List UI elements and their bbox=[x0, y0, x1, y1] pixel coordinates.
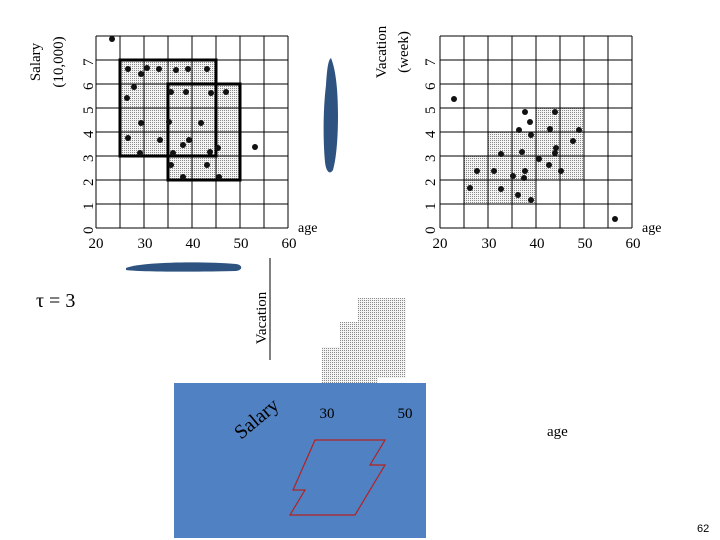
vacation-axis-unit: (week) bbox=[396, 31, 412, 73]
vacation-3d-label: Vacation bbox=[254, 291, 270, 344]
salary-x-ticks: 20 30 40 50 60 bbox=[89, 236, 297, 252]
vacation-y-tick: 0 bbox=[423, 227, 439, 235]
salary-y-tick: 5 bbox=[81, 107, 97, 115]
vacation-y-tick: 2 bbox=[423, 179, 439, 187]
subspace-3d-sketch: Vacation Salary 30 50 age bbox=[174, 258, 568, 538]
salary-x-tick: 60 bbox=[282, 236, 297, 252]
vacation-y-tick: 5 bbox=[423, 107, 439, 115]
salary-x-tick: 50 bbox=[234, 236, 249, 252]
salary-dense-units bbox=[120, 60, 240, 180]
tick-30: 30 bbox=[320, 406, 335, 422]
salary-y-tick: 0 bbox=[81, 227, 97, 235]
vacation-y-tick: 6 bbox=[423, 82, 439, 90]
salary-x-tick: 20 bbox=[89, 236, 104, 252]
tau-label: τ = 3 bbox=[36, 290, 75, 312]
vacation-x-tick: 60 bbox=[626, 236, 641, 252]
salary-age-plot: 0 1 2 3 4 5 6 7 Salary (10,000) 20 30 40… bbox=[28, 35, 338, 272]
age-projection-blob bbox=[126, 262, 242, 272]
vacation-y-tick: 7 bbox=[423, 58, 439, 66]
salary-plane bbox=[174, 383, 426, 538]
salary-y-tick: 1 bbox=[81, 203, 97, 211]
vacation-x-tick: 20 bbox=[433, 236, 448, 252]
vacation-y-tick: 4 bbox=[423, 130, 439, 138]
salary-y-ticks: 0 1 2 3 4 5 6 7 bbox=[81, 58, 97, 234]
salary-y-tick: 2 bbox=[81, 179, 97, 187]
salary-projection-blob bbox=[323, 58, 338, 173]
age-3d-label: age bbox=[547, 424, 568, 440]
salary-axis-unit: (10,000) bbox=[51, 36, 67, 87]
vacation-y-ticks: 0 1 2 3 4 5 6 7 bbox=[423, 58, 439, 234]
vacation-y-tick: 1 bbox=[423, 203, 439, 211]
salary-y-tick: 6 bbox=[81, 82, 97, 90]
vacation-grid bbox=[439, 35, 633, 229]
vacation-axis-label: Vacation bbox=[374, 25, 390, 78]
vacation-y-tick: 3 bbox=[423, 155, 439, 163]
tick-50: 50 bbox=[398, 406, 413, 422]
vacation-points bbox=[451, 96, 618, 222]
salary-y-tick: 4 bbox=[81, 130, 97, 138]
vacation-x-ticks: 20 30 40 50 60 bbox=[433, 236, 641, 252]
salary-dense-region-b bbox=[166, 82, 242, 182]
salary-x-tick: 40 bbox=[186, 236, 201, 252]
page-number: 62 bbox=[697, 523, 709, 535]
salary-y-tick: 7 bbox=[81, 58, 97, 66]
dense-cluster-outline bbox=[288, 439, 387, 516]
salary-x-tick: 30 bbox=[138, 236, 153, 252]
vacation-x-tick: 30 bbox=[482, 236, 497, 252]
vacation-dense-stairs bbox=[322, 298, 406, 387]
salary-axis-label: Salary bbox=[28, 42, 44, 81]
salary-y-tick: 3 bbox=[81, 155, 97, 163]
vacation-x-tick: 40 bbox=[530, 236, 545, 252]
salary-points bbox=[109, 36, 258, 180]
vacation-age-plot: 0 1 2 3 4 5 6 7 Vacation (week) 20 30 40… bbox=[374, 25, 661, 252]
vacation-x-axis-label: age bbox=[642, 221, 661, 236]
vacation-x-tick: 50 bbox=[578, 236, 593, 252]
salary-x-axis-label: age bbox=[298, 221, 317, 236]
